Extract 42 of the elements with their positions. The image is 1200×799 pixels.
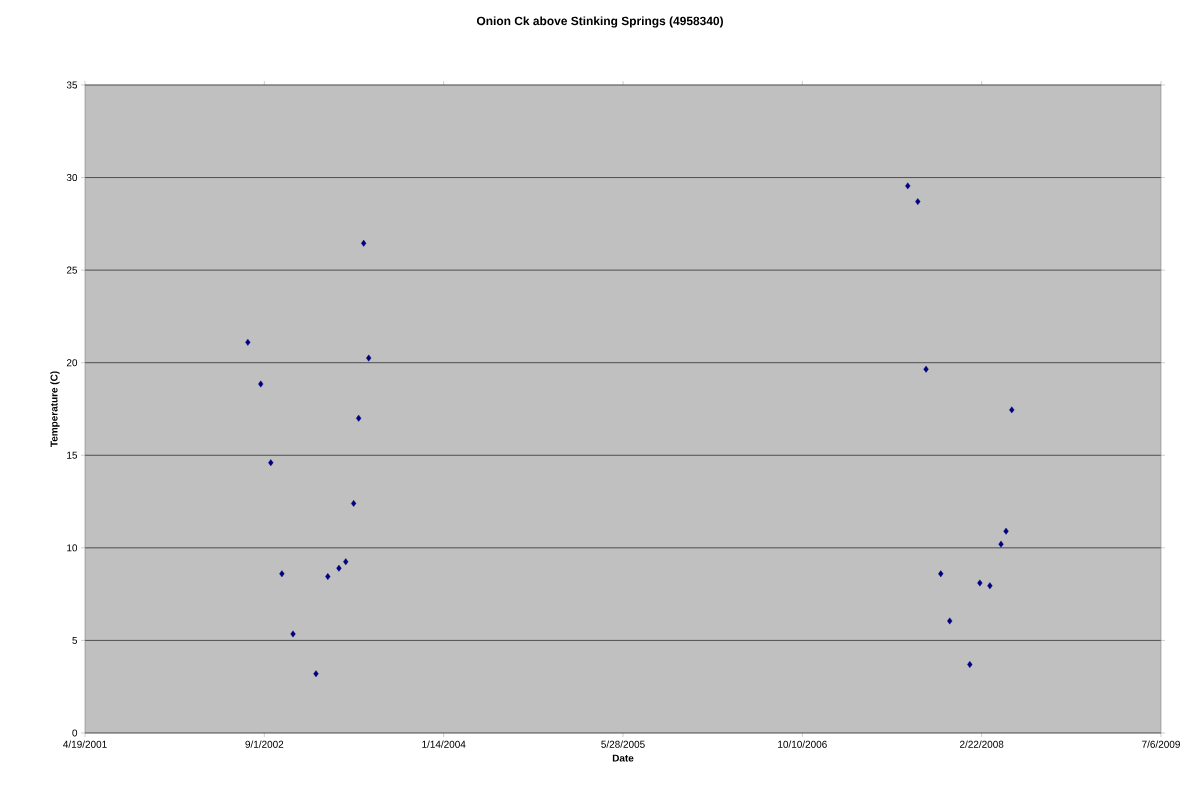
point bbox=[361, 239, 367, 247]
point bbox=[279, 570, 285, 578]
x-axis-title: Date bbox=[612, 754, 634, 762]
x-tick-label: 2/22/2008 bbox=[959, 740, 1004, 748]
y-tick-label: 0 bbox=[72, 729, 78, 737]
x-tick-label: 1/14/2004 bbox=[422, 740, 466, 748]
point bbox=[356, 414, 362, 422]
point bbox=[947, 617, 953, 625]
point bbox=[915, 198, 921, 206]
y-tick-label: 25 bbox=[66, 266, 78, 274]
y-tick-label: 30 bbox=[66, 174, 78, 182]
x-tick-label: 4/19/2001 bbox=[63, 740, 107, 748]
point bbox=[977, 579, 983, 587]
x-tick-label: 7/6/2009 bbox=[1142, 740, 1180, 748]
point bbox=[245, 338, 251, 346]
point bbox=[923, 365, 929, 373]
x-tick-label: 5/28/2005 bbox=[601, 740, 645, 748]
y-tick-label: 15 bbox=[67, 451, 78, 459]
point bbox=[336, 564, 342, 572]
point bbox=[366, 354, 372, 362]
x-tick-label: 9/1/2002 bbox=[245, 740, 284, 748]
point bbox=[967, 661, 973, 668]
y-axis-title: Temperature (C) bbox=[50, 371, 60, 447]
point bbox=[290, 630, 296, 638]
point bbox=[905, 182, 911, 190]
chart-title: Onion Ck above Stinking Springs (4958340) bbox=[476, 16, 723, 28]
point bbox=[938, 570, 944, 578]
point bbox=[268, 459, 274, 467]
point bbox=[343, 558, 349, 566]
point bbox=[325, 573, 331, 580]
point bbox=[313, 670, 319, 678]
point bbox=[1003, 527, 1009, 535]
point bbox=[1009, 406, 1015, 414]
y-tick-label: 35 bbox=[66, 81, 78, 89]
y-tick-label: 20 bbox=[66, 359, 78, 367]
y-tick-label: 10 bbox=[67, 544, 78, 552]
point bbox=[351, 500, 357, 507]
point bbox=[987, 582, 993, 590]
point bbox=[998, 540, 1004, 548]
x-tick-label: 10/10/2006 bbox=[778, 740, 827, 748]
point bbox=[258, 380, 264, 388]
y-tick-label: 5 bbox=[72, 636, 78, 644]
